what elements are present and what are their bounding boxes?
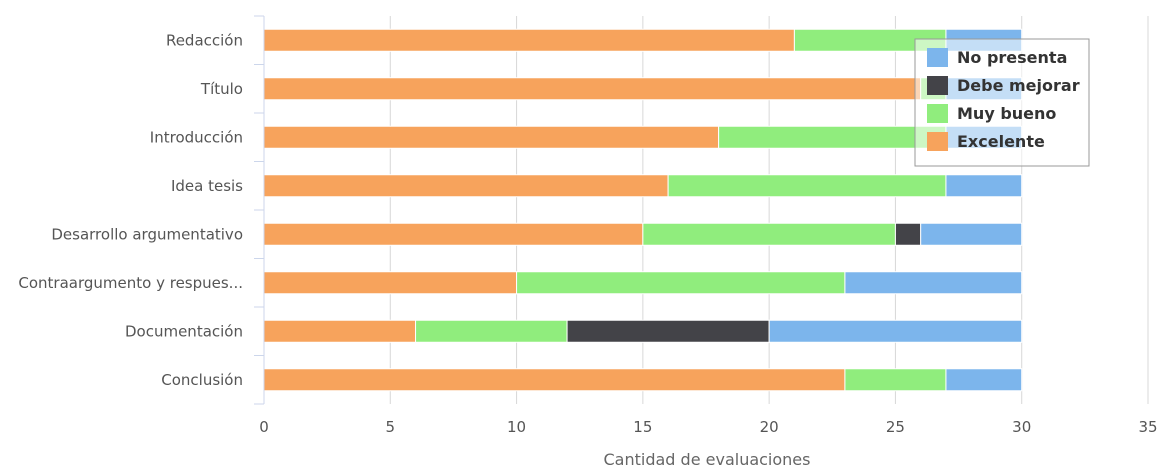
legend-swatch xyxy=(927,132,948,151)
bar-segment-muy-bueno[interactable] xyxy=(415,319,568,343)
category-label: Idea tesis xyxy=(171,177,243,195)
bar-segment-muy-bueno[interactable] xyxy=(718,125,947,149)
bar-segment-excelente[interactable] xyxy=(263,368,846,392)
legend-swatch xyxy=(927,48,948,67)
category-label: Conclusión xyxy=(161,371,243,389)
x-tick-label: 10 xyxy=(507,418,526,436)
bar-segment-muy-bueno[interactable] xyxy=(844,368,947,392)
x-tick-label: 25 xyxy=(886,418,905,436)
x-tick-label: 5 xyxy=(386,418,396,436)
bar-segment-excelente[interactable] xyxy=(263,77,922,101)
x-tick-label: 15 xyxy=(633,418,652,436)
category-label: Redacción xyxy=(166,31,243,49)
bar-segment-excelente[interactable] xyxy=(263,28,795,52)
category-label: Desarrollo argumentativo xyxy=(51,225,243,243)
legend-item-label[interactable]: Muy bueno xyxy=(957,104,1056,123)
y-axis: Redacción Título Introducción Idea tesis Des… xyxy=(18,15,265,405)
bar-segment-debe-mejorar[interactable] xyxy=(566,319,770,343)
category-label: Contraargumento y respues... xyxy=(18,274,243,292)
legend-item-label[interactable]: No presenta xyxy=(957,48,1067,67)
x-tick-label: 35 xyxy=(1138,418,1157,436)
legend[interactable]: No presenta Debe mejorar Muy bueno Excelent… xyxy=(914,38,1090,167)
bar-segment-no-presenta[interactable] xyxy=(945,368,1023,392)
legend-swatch xyxy=(927,104,948,123)
x-tick-label: 20 xyxy=(760,418,779,436)
bar-segment-excelente[interactable] xyxy=(263,125,720,149)
bar-segment-no-presenta[interactable] xyxy=(768,319,1023,343)
x-axis: 0 5 10 15 20 25 30 35 xyxy=(259,418,1157,436)
bar-segment-excelente[interactable] xyxy=(263,174,669,198)
bar-segment-excelente[interactable] xyxy=(263,271,518,295)
bar-segment-debe-mejorar[interactable] xyxy=(894,222,922,246)
x-tick-label: 30 xyxy=(1012,418,1031,436)
legend-swatch xyxy=(927,76,948,95)
category-label: Introducción xyxy=(150,128,243,146)
category-label: Documentación xyxy=(125,322,243,340)
bar-segment-no-presenta[interactable] xyxy=(945,174,1023,198)
x-tick-label: 0 xyxy=(259,418,269,436)
bar-segment-muy-bueno[interactable] xyxy=(642,222,896,246)
bar-segment-excelente[interactable] xyxy=(263,222,644,246)
bar-segment-muy-bueno[interactable] xyxy=(516,271,846,295)
bar-segment-excelente[interactable] xyxy=(263,319,417,343)
category-label: Título xyxy=(200,80,243,98)
legend-item-label[interactable]: Excelente xyxy=(957,132,1045,151)
legend-item-label[interactable]: Debe mejorar xyxy=(957,76,1080,95)
bar-segment-no-presenta[interactable] xyxy=(844,271,1023,295)
bar-segment-no-presenta[interactable] xyxy=(920,222,1023,246)
x-axis-title: Cantidad de evaluaciones xyxy=(604,450,811,466)
bar-segment-muy-bueno[interactable] xyxy=(667,174,947,198)
